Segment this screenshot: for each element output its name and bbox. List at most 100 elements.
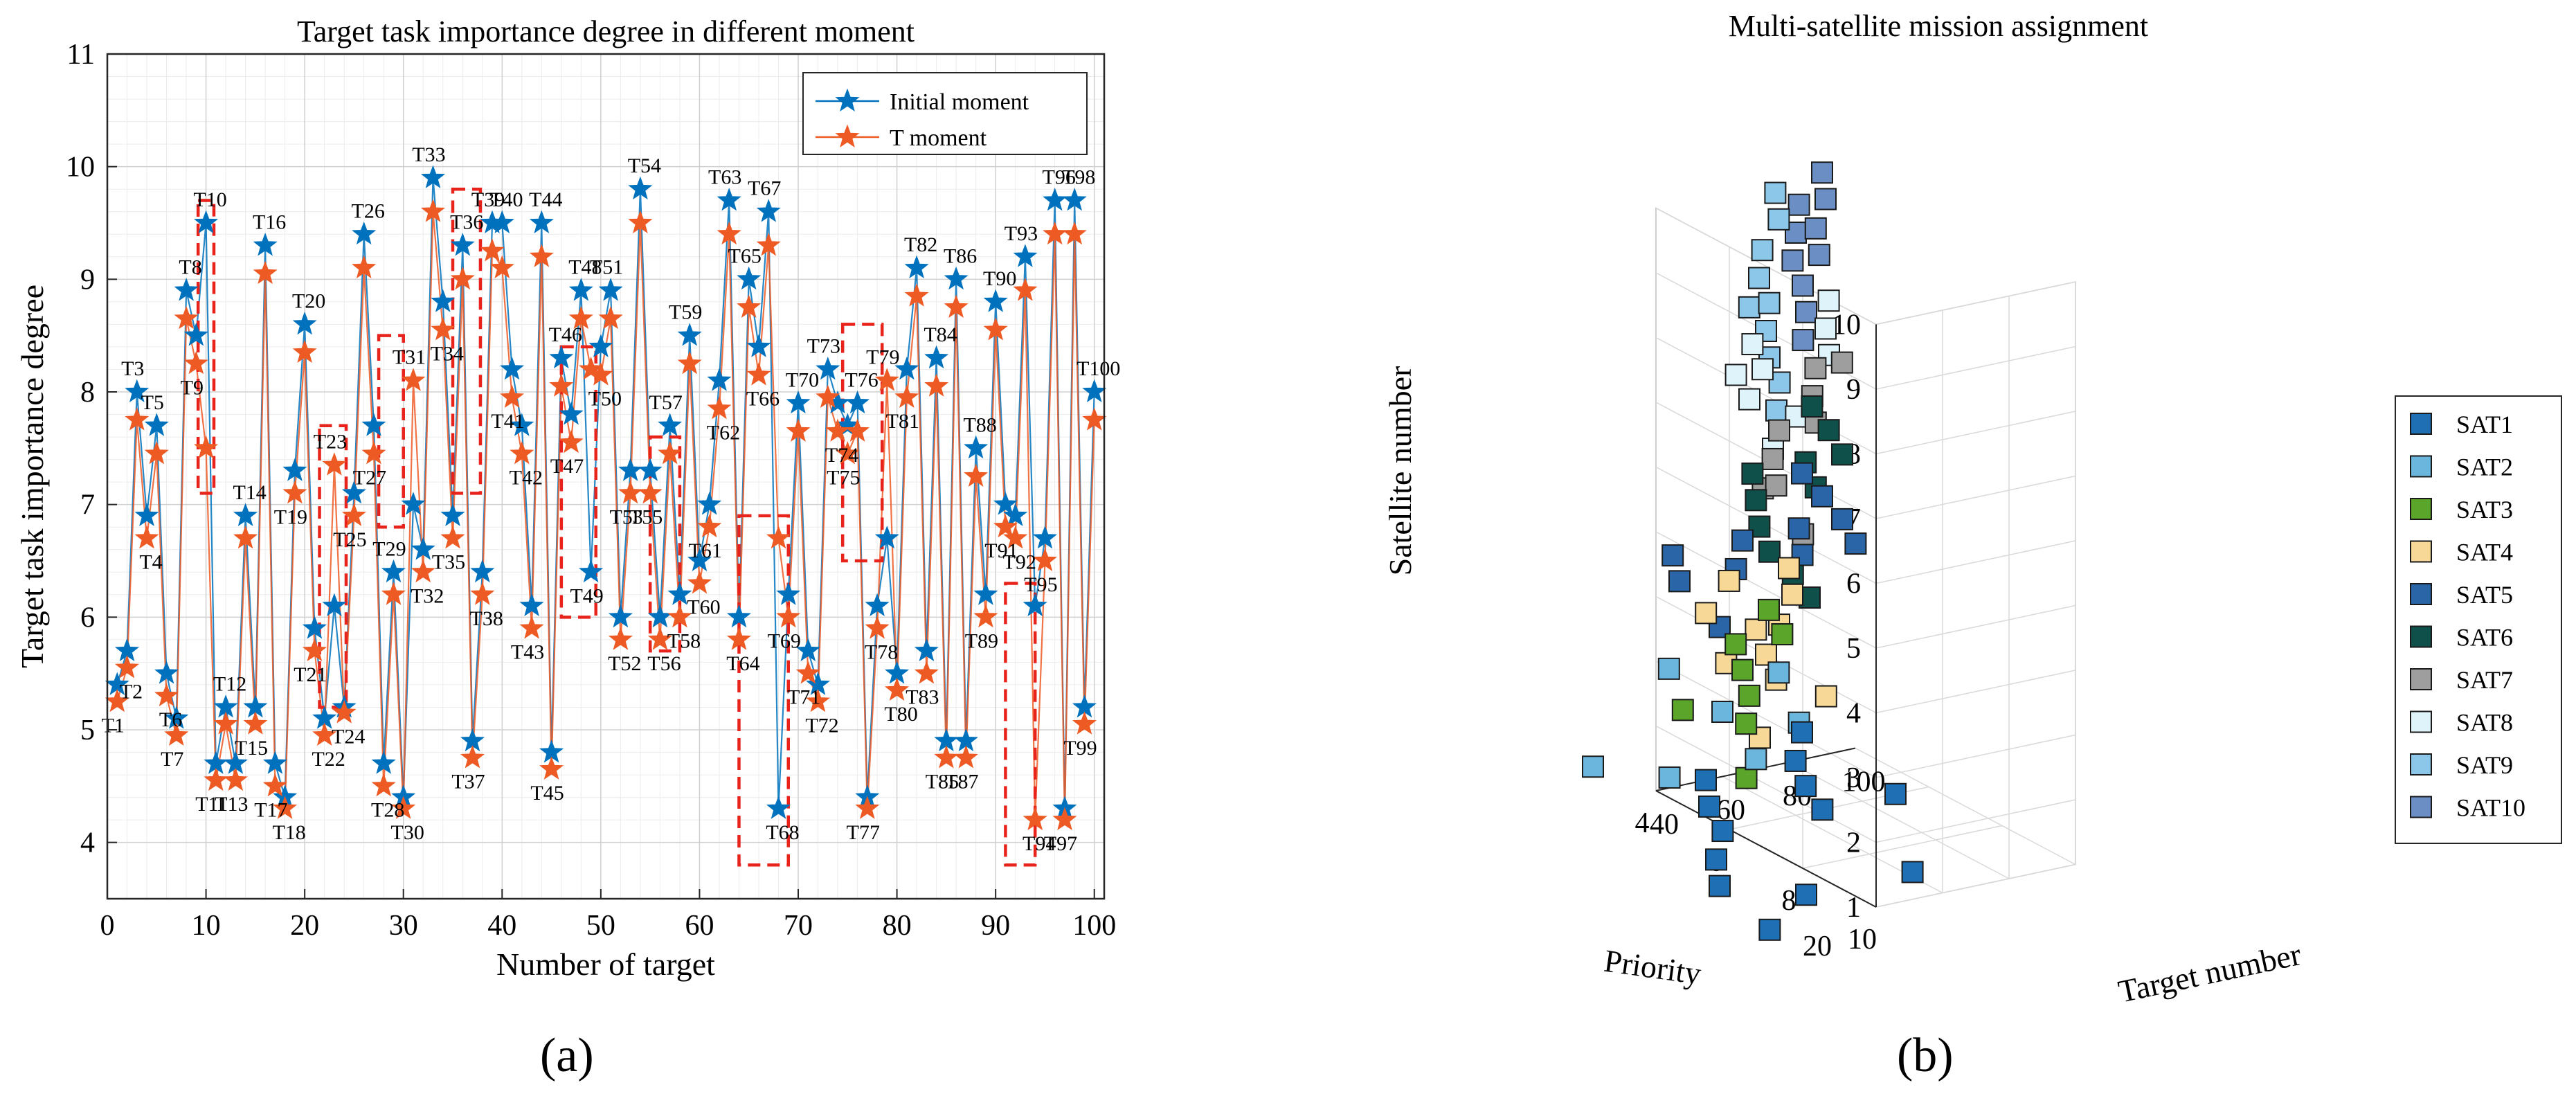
chart-b-ylabel: Priority <box>1602 943 1703 992</box>
marker-s1-3 <box>125 407 150 431</box>
marker-s1-82 <box>904 283 929 307</box>
z-tick-label: 3 <box>1846 762 1861 794</box>
point-sat5 <box>1831 508 1853 530</box>
y-tick-label: 7 <box>80 490 95 521</box>
marker-s0-63 <box>717 188 741 211</box>
point-sat9 <box>1767 208 1790 231</box>
marker-s1-68 <box>766 526 791 549</box>
point-label-T53: T53 <box>609 505 642 528</box>
point-label-T15: T15 <box>235 737 268 760</box>
panel-label-b: (b) <box>1897 1029 1954 1082</box>
chart-a-ylabel: Target task importance degree <box>15 285 50 668</box>
point-sat7 <box>1768 419 1790 442</box>
point-sat5 <box>1661 544 1684 567</box>
point-label-T68: T68 <box>766 821 799 844</box>
point-label-T69: T69 <box>768 629 801 652</box>
point-label-T18: T18 <box>272 821 305 844</box>
marker-s0-68 <box>766 796 791 819</box>
marker-s0-42 <box>510 413 534 436</box>
legend-swatch-sat6 <box>2410 625 2432 648</box>
point-sat3 <box>1771 623 1794 646</box>
y-tick-label: 10 <box>66 152 95 183</box>
marker-s1-62 <box>707 395 732 420</box>
point-label-T10: T10 <box>193 188 226 211</box>
marker-s0-4 <box>134 503 159 526</box>
point-label-T97: T97 <box>1044 832 1077 855</box>
point-label-T62: T62 <box>707 421 740 444</box>
marker-s0-91 <box>993 492 1018 515</box>
point-label-T24: T24 <box>332 726 365 748</box>
x-tick-label: 40 <box>487 910 516 942</box>
x-tick-label: 100 <box>1842 766 1886 798</box>
marker-s1-41 <box>500 384 525 409</box>
legend-swatch-sat9 <box>2410 753 2432 775</box>
marker-s1-44 <box>529 244 554 267</box>
marker-s0-61 <box>697 492 722 515</box>
marker-s0-93 <box>1013 244 1038 267</box>
x-floor-gridline <box>1855 747 2076 866</box>
legend-label-sat3: SAT3 <box>2456 496 2513 523</box>
highlight-box-6 <box>648 435 682 653</box>
marker-s0-58 <box>667 582 692 605</box>
point-label-T49: T49 <box>570 584 603 607</box>
marker-s1-94 <box>1023 807 1047 831</box>
point-sat10 <box>1792 329 1814 352</box>
marker-s1-5 <box>144 441 169 465</box>
marker-s0-98 <box>1062 188 1087 211</box>
point-sat6 <box>1831 443 1853 466</box>
point-label-T30: T30 <box>391 821 424 844</box>
highlight-box-5 <box>559 345 597 619</box>
point-label-T42: T42 <box>510 466 543 489</box>
point-sat1 <box>1901 861 1924 884</box>
point-sat4 <box>1814 685 1837 708</box>
point-sat8 <box>1724 364 1747 386</box>
chart-a: T1 T2 T3 T4 T5 T6 T7 T8 T9 T10 T11 T12 T13 T14 T15 T16 T… <box>15 15 1120 982</box>
marker-s1-73 <box>816 384 840 409</box>
point-sat4 <box>1745 618 1767 641</box>
point-label-T77: T77 <box>847 821 880 844</box>
marker-s1-39 <box>480 238 505 262</box>
marker-s1-50 <box>588 362 613 386</box>
point-sat8 <box>1814 317 1837 340</box>
marker-s0-3 <box>125 379 150 402</box>
marker-s1-18 <box>273 796 298 819</box>
marker-s1-49 <box>579 357 604 380</box>
marker-s1-92 <box>1003 526 1028 549</box>
point-label-T34: T34 <box>431 343 464 366</box>
marker-s1-26 <box>352 255 377 278</box>
marker-s1-1 <box>105 688 129 712</box>
marker-s0-67 <box>756 199 781 222</box>
marker-s0-16 <box>253 233 278 256</box>
point-label-T23: T23 <box>314 431 347 454</box>
marker-s1-99 <box>1072 711 1097 735</box>
legend-label-sat2: SAT2 <box>2456 454 2513 481</box>
highlight-box-4 <box>451 187 483 495</box>
legend-label-sat10: SAT10 <box>2456 794 2525 822</box>
x-tick-label: 90 <box>981 910 1010 942</box>
chart-b-zlabel: Satellite number <box>1382 366 1418 576</box>
y-tick-label: 8 <box>80 377 95 409</box>
marker-s0-43 <box>519 593 544 616</box>
point-sat9 <box>1765 399 1787 422</box>
marker-s0-51 <box>598 278 623 301</box>
chart-a-xlabel: Number of target <box>496 947 715 982</box>
point-label-T36: T36 <box>450 211 483 234</box>
marker-s1-37 <box>460 745 485 769</box>
marker-s1-98 <box>1062 221 1087 245</box>
point-label-T21: T21 <box>294 663 327 686</box>
marker-s0-75 <box>835 413 860 436</box>
legend-label-0: Initial moment <box>890 89 1029 115</box>
legend-swatch-sat4 <box>2410 540 2432 563</box>
marker-s1-67 <box>756 233 781 256</box>
point-sat7 <box>1804 357 1827 379</box>
marker-s1-24 <box>332 700 357 724</box>
point-label-T27: T27 <box>353 466 386 489</box>
highlight-box-2 <box>318 424 348 709</box>
marker-s1-79 <box>874 368 899 391</box>
y-tick-label: 10 <box>1848 924 1877 956</box>
point-sat5 <box>1731 529 1754 552</box>
x-tick-label: 30 <box>389 910 418 942</box>
point-label-T41: T41 <box>491 410 524 433</box>
marker-s0-5 <box>144 413 169 436</box>
